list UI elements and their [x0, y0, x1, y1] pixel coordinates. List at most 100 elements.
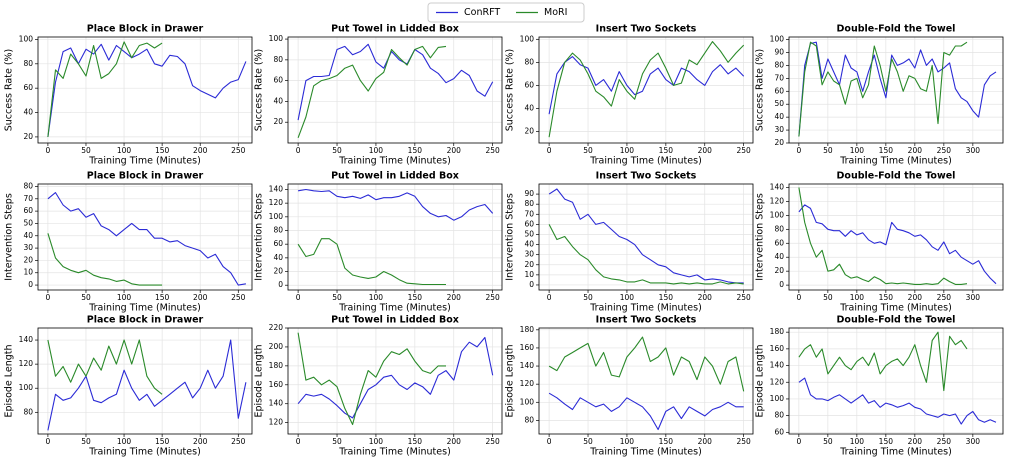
x-tick-label: 50 — [823, 293, 833, 302]
x-axis-label: Training Time (Minutes) — [839, 447, 952, 458]
x-tick-label: 200 — [698, 146, 713, 155]
series-line: ConRFT — [798, 41, 997, 137]
y-tick-label: 80 — [273, 226, 283, 235]
x-tick-label: 200 — [698, 293, 713, 302]
y-tick-label: 80 — [23, 407, 33, 416]
y-tick-label: 60 — [23, 83, 33, 92]
x-tick-label: 150 — [155, 146, 170, 155]
x-tick-label: 200 — [447, 437, 462, 446]
series-line: ConRFT — [47, 192, 246, 286]
x-tick-label: 50 — [81, 437, 91, 446]
x-tick-label: 250 — [736, 146, 751, 155]
subplot-title: Insert Two Sockets — [596, 315, 697, 326]
series-line: MoRI — [297, 45, 447, 138]
x-tick-label: 200 — [193, 146, 208, 155]
y-tick-label: 120 — [520, 379, 535, 388]
x-tick-label: 100 — [850, 293, 865, 302]
x-tick-label: 300 — [966, 437, 981, 446]
x-tick-label: 150 — [155, 293, 170, 302]
series-line: ConRFT — [798, 204, 997, 285]
y-tick-label: 60 — [524, 219, 534, 228]
x-tick-label: 0 — [547, 293, 552, 302]
x-tick-label: 0 — [547, 437, 552, 446]
y-tick-label: 120 — [19, 359, 34, 368]
series-line: MoRI — [548, 336, 745, 392]
x-tick-label: 0 — [796, 146, 801, 155]
series-line: ConRFT — [297, 336, 494, 419]
x-tick-label: 0 — [547, 146, 552, 155]
y-tick-label: 40 — [23, 231, 33, 240]
x-tick-label: 50 — [332, 146, 342, 155]
y-axis-label: Episode Length — [254, 344, 265, 417]
y-tick-label: 120 — [770, 196, 785, 205]
plot-frame — [287, 183, 503, 291]
y-tick-label: 50 — [23, 218, 33, 227]
y-tick-label: 100 — [19, 383, 34, 392]
y-axis-label: Success Rate (%) — [505, 49, 516, 132]
plot-area — [539, 37, 753, 143]
x-tick-label: 50 — [583, 146, 593, 155]
x-axis-label: Training Time (Minutes) — [589, 156, 702, 167]
y-axis-label: Episode Length — [4, 344, 15, 417]
series-line: MoRI — [548, 224, 744, 285]
plot-frame — [788, 183, 1004, 291]
y-axis-label: Episode Length — [505, 344, 516, 417]
series-line: MoRI — [798, 331, 968, 392]
plot-area — [288, 184, 502, 290]
plot-area — [38, 184, 252, 290]
y-tick-label: 220 — [269, 323, 284, 332]
x-tick-label: 150 — [659, 293, 674, 302]
x-tick-label: 200 — [447, 146, 462, 155]
y-tick-label: 20 — [273, 267, 283, 276]
x-tick-label: 250 — [937, 293, 952, 302]
subplot-title: Double-Fold the Towel — [837, 171, 956, 182]
x-tick-label: 50 — [81, 146, 91, 155]
subplot-title: Put Towel in Lidded Box — [331, 171, 459, 182]
y-tick-label: 40 — [774, 112, 784, 121]
series-line: MoRI — [548, 41, 745, 138]
y-tick-label: 100 — [770, 35, 785, 44]
x-tick-label: 200 — [908, 293, 923, 302]
y-tick-label: 80 — [774, 224, 784, 233]
y-tick-label: 160 — [770, 344, 785, 353]
x-tick-label: 100 — [620, 146, 635, 155]
x-tick-label: 100 — [850, 437, 865, 446]
plot-area — [789, 184, 1003, 290]
legend-label: ConRFT — [464, 7, 500, 18]
y-tick-label: 140 — [770, 361, 785, 370]
y-tick-label: 140 — [520, 361, 535, 370]
y-tick-label: 10 — [524, 270, 534, 279]
plot-frame — [538, 327, 754, 435]
series-line: MoRI — [47, 339, 163, 395]
x-tick-label: 250 — [231, 293, 246, 302]
plot-frame — [37, 327, 253, 435]
y-tick-label: 160 — [269, 380, 284, 389]
x-tick-label: 50 — [583, 293, 593, 302]
x-tick-label: 200 — [447, 293, 462, 302]
y-axis-label: Intervention Steps — [755, 193, 766, 281]
y-tick-label: 20 — [524, 260, 534, 269]
plot-frame — [37, 36, 253, 144]
y-tick-label: 40 — [273, 253, 283, 262]
subplot: 0 50 100 150 200 2500102030405060708090ConRFT… — [505, 171, 754, 314]
y-axis-label: Intervention Steps — [4, 193, 15, 281]
x-tick-label: 0 — [296, 293, 301, 302]
x-tick-label: 200 — [698, 437, 713, 446]
x-tick-label: 250 — [231, 437, 246, 446]
subplot: 0 50 100 150 200 250 0 10 20 30 40 50 60 70 80 ConRFTMo… — [4, 171, 253, 314]
y-tick-label: 0 — [529, 280, 534, 289]
y-tick-label: 80 — [524, 57, 534, 66]
x-tick-label: 250 — [485, 146, 500, 155]
y-tick-label: 70 — [774, 73, 784, 82]
y-axis-label: Success Rate (%) — [755, 49, 766, 132]
series-line: ConRFT — [47, 43, 247, 137]
y-tick-label: 80 — [774, 411, 784, 420]
x-tick-label: 0 — [296, 146, 301, 155]
y-tick-label: 140 — [770, 182, 785, 191]
y-tick-label: 70 — [23, 194, 33, 203]
plot-frame — [788, 36, 1004, 144]
plot-frame — [538, 36, 754, 144]
x-tick-label: 250 — [937, 437, 952, 446]
